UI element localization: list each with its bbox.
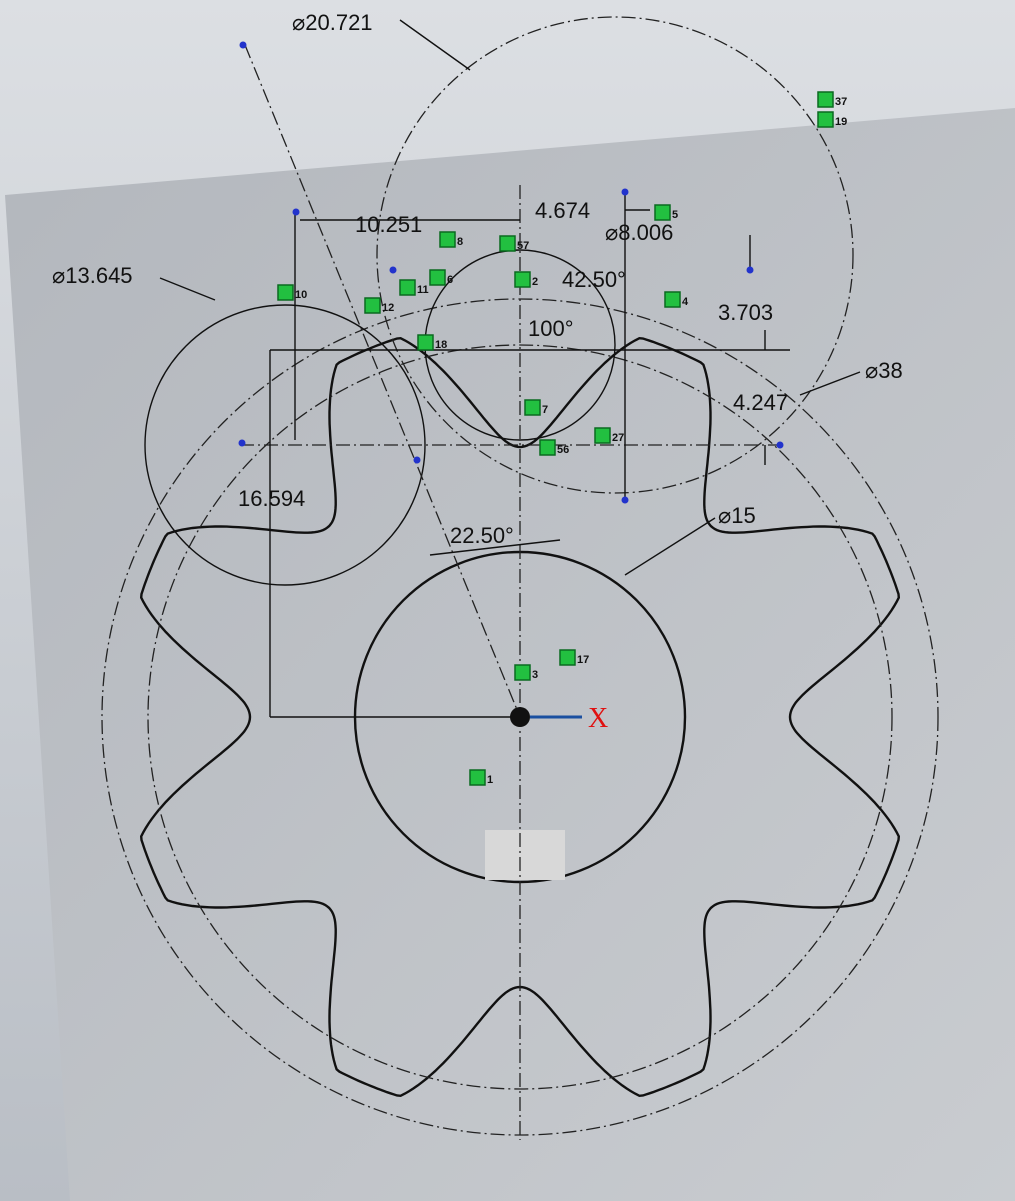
relation-label: 7 (542, 404, 548, 416)
dimension: 10.251 (355, 212, 422, 237)
origin (510, 707, 530, 727)
dimension: 4.674 (535, 198, 590, 223)
relation-label: 19 (835, 116, 847, 128)
relation-icon (469, 769, 486, 786)
relation-label: 8 (457, 236, 463, 248)
dimension: ⌀38 (865, 358, 903, 383)
relation-label: 57 (517, 240, 529, 252)
relation-icon (417, 334, 434, 351)
relation-label: 17 (577, 654, 589, 666)
relation-icon (817, 111, 834, 128)
dimension: 3.703 (718, 300, 773, 325)
relation-label: 4 (682, 296, 689, 308)
relation-label: 11 (417, 284, 429, 296)
relation-icon (277, 284, 294, 301)
dimension: 22.50° (450, 523, 514, 548)
axis-label: X (588, 703, 608, 734)
relation-icon (654, 204, 671, 221)
dimension: ⌀15 (718, 503, 756, 528)
dimensions: ⌀20.721 10.251 4.674 ⌀8.006 ⌀13.645 42.5… (52, 10, 903, 548)
dimension: 4.247 (733, 390, 788, 415)
relation-label: 5 (672, 209, 678, 221)
relation-icon (514, 664, 531, 681)
relation-icon (539, 439, 556, 456)
sketch-points (238, 41, 784, 504)
relations: 37 19 5 8 57 2 10 11 12 18 6 4 7 3 17 56 27 1 (277, 91, 847, 786)
bore-detail (485, 830, 565, 880)
dimension: ⌀20.721 (292, 10, 373, 35)
relation-label: 6 (447, 274, 453, 286)
relation-icon (499, 235, 516, 252)
relation-label: 18 (435, 339, 447, 351)
gear-profile (139, 336, 901, 1098)
relation-icon (524, 399, 541, 416)
dimension: ⌀8.006 (605, 220, 673, 245)
relation-label: 3 (532, 669, 538, 681)
relation-label: 2 (532, 276, 538, 288)
relation-icon (439, 231, 456, 248)
relation-icon (399, 279, 416, 296)
relation-icon (817, 91, 834, 108)
relation-label: 1 (487, 774, 493, 786)
relation-icon (664, 291, 681, 308)
relation-label: 27 (612, 432, 624, 444)
relation-label: 10 (295, 289, 307, 301)
relation-icon (364, 297, 381, 314)
dimension: ⌀13.645 (52, 263, 133, 288)
construction (101, 16, 939, 1140)
dimension: 16.594 (238, 486, 305, 511)
plate (5, 108, 1015, 1201)
relation-icon (514, 271, 531, 288)
dimension: 42.50° (562, 267, 626, 292)
relation-label: 56 (557, 444, 569, 456)
relation-icon (594, 427, 611, 444)
relation-label: 12 (382, 302, 394, 314)
relation-label: 37 (835, 96, 847, 108)
relation-icon (559, 649, 576, 666)
dimension: 100° (528, 316, 574, 341)
relation-icon (429, 269, 446, 286)
